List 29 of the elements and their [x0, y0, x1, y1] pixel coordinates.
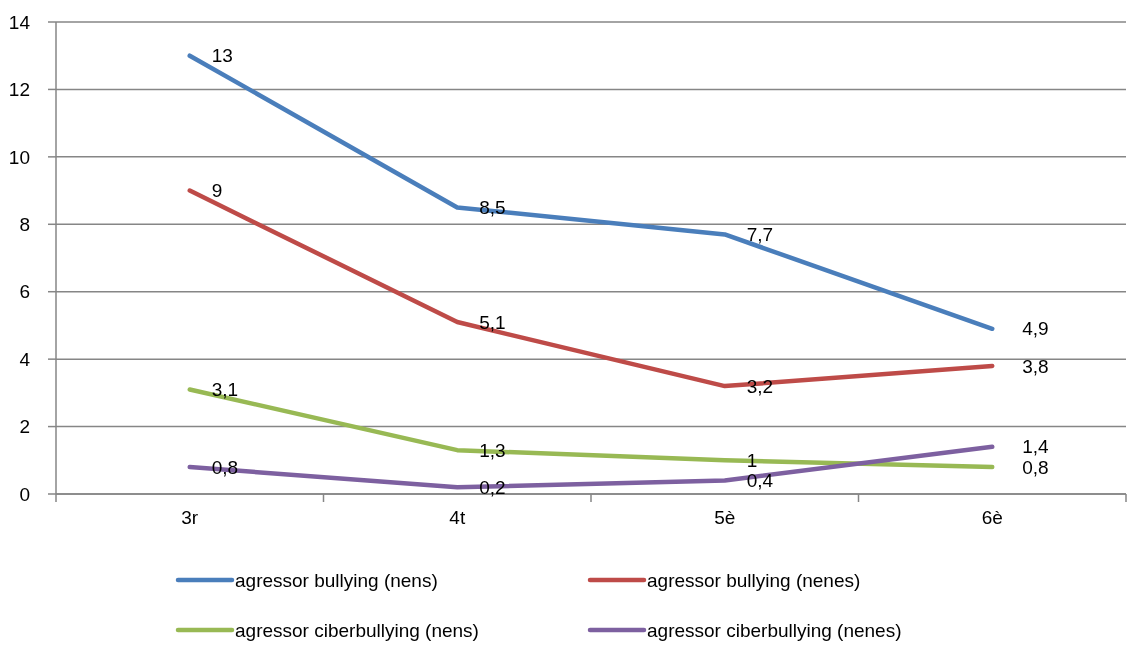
- y-tick-label: 14: [8, 11, 31, 33]
- data-label: 1,4: [1022, 436, 1050, 458]
- legend-label: agressor ciberbullying (nenes): [647, 619, 902, 641]
- y-tick-label: 10: [8, 146, 30, 168]
- legend-label: agressor bullying (nenes): [647, 569, 861, 591]
- data-label: 7,7: [746, 224, 774, 246]
- y-tick-label: 6: [19, 281, 30, 303]
- y-tick-label: 0: [19, 483, 30, 505]
- y-tick-label: 12: [8, 79, 30, 101]
- legend-label: agressor ciberbullying (nens): [235, 619, 479, 641]
- legend-label: agressor bullying (nens): [235, 569, 438, 591]
- data-label: 3,8: [1022, 355, 1049, 377]
- data-label: 4,9: [1022, 318, 1049, 340]
- data-label: 5,1: [479, 311, 506, 333]
- data-label: 0,8: [211, 456, 239, 478]
- data-label: 1: [746, 449, 758, 471]
- data-label: 0,2: [479, 476, 506, 498]
- data-label: 3,1: [211, 379, 239, 401]
- x-tick-label: 5è: [714, 507, 736, 528]
- data-label: 9: [211, 180, 223, 202]
- x-tick-label: 4t: [449, 507, 466, 528]
- x-tick-label: 6è: [981, 507, 1003, 528]
- data-label: 0,8: [1022, 456, 1049, 478]
- y-tick-label: 8: [19, 213, 30, 235]
- x-tick-label: 3r: [181, 507, 199, 528]
- y-tick-label: 4: [19, 348, 31, 370]
- data-label: 1,3: [479, 439, 506, 461]
- data-label: 13: [211, 45, 233, 67]
- y-tick-label: 2: [19, 416, 30, 438]
